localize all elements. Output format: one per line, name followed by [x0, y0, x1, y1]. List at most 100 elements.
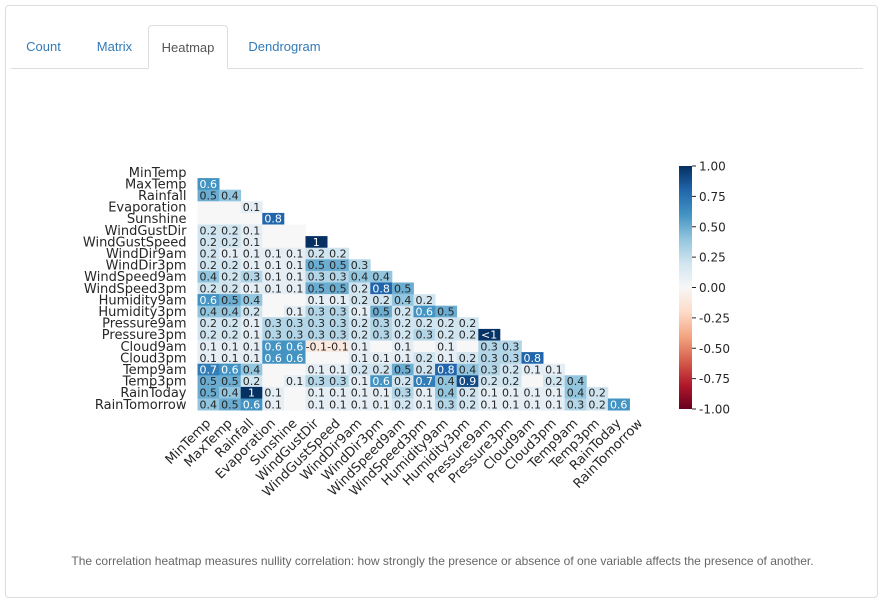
cell-value-label: 0.2: [221, 329, 239, 342]
heatmap-cell: [499, 375, 522, 388]
heatmap-cell: [499, 363, 522, 376]
cell-value-label: 0.1: [243, 201, 261, 214]
cell-value-label: 0.4: [243, 364, 261, 377]
cell-value-label: 0.2: [221, 271, 239, 284]
row-label: MinTemp: [129, 166, 187, 181]
heatmap-cell: [262, 328, 285, 341]
heatmap-cell: [262, 294, 285, 307]
heatmap-cell: [219, 236, 242, 249]
heatmap-cell: [262, 282, 285, 295]
heatmap-cell: [348, 259, 371, 272]
heatmap-cell: [197, 247, 220, 260]
cell-value-label: 0.1: [351, 340, 369, 353]
row-label: Temp9am: [122, 363, 187, 378]
heatmap-cell: [435, 375, 458, 388]
heatmap-cell: [305, 259, 328, 272]
heatmap-cell: [197, 212, 220, 225]
cell-value-label: 0.3: [308, 329, 326, 342]
heatmap-cell: [499, 386, 522, 399]
heatmap-cell: [413, 363, 436, 376]
cell-value-label: 0.2: [351, 317, 369, 330]
cell-value-label: 0.3: [329, 317, 347, 330]
heatmap-cell: [391, 363, 414, 376]
cell-value-label: 0.2: [588, 387, 606, 400]
cell-value-label: 0.2: [200, 236, 218, 249]
cell-value-label: 0.3: [286, 317, 304, 330]
heatmap-cell: [521, 386, 544, 399]
heatmap-cell: [240, 212, 263, 225]
cell-value-label: 0.1: [524, 364, 542, 377]
row-label: Temp3pm: [122, 375, 187, 390]
heatmap-cell: [283, 259, 306, 272]
heatmap-cell: [456, 398, 479, 411]
cell-value-label: 0.3: [567, 398, 585, 411]
heatmap-cell: [197, 305, 220, 318]
heatmap-cell: [435, 340, 458, 353]
heatmap-cell: [197, 189, 220, 202]
heatmap-cell: [197, 328, 220, 341]
cell-value-label: 0.5: [394, 364, 412, 377]
heatmap-cell: [391, 340, 414, 353]
cell-value-label: 0.1: [308, 398, 326, 411]
tab-matrix[interactable]: Matrix: [96, 39, 133, 54]
cell-value-label: 0.1: [286, 306, 304, 319]
heatmap-cell: [262, 270, 285, 283]
tab-count[interactable]: Count: [26, 39, 61, 54]
cell-value-label: 0.2: [372, 364, 390, 377]
cell-value-label: 0.4: [200, 271, 218, 284]
heatmap-cell: [327, 375, 350, 388]
cell-value-label: 0.3: [264, 317, 282, 330]
cell-value-label: 0.1: [243, 236, 261, 249]
cell-value-label: 0.5: [394, 282, 412, 295]
heatmap-cell: [478, 386, 501, 399]
heatmap-cell: [348, 398, 371, 411]
heatmap-cell: [219, 363, 242, 376]
cell-value-label: 0.3: [329, 306, 347, 319]
heatmap-cell: [197, 340, 220, 353]
cell-value-label: 0.4: [221, 190, 239, 203]
cell-value-label: -0.1: [306, 340, 327, 353]
cell-value-label: 0.2: [221, 317, 239, 330]
heatmap-cell: [283, 363, 306, 376]
heatmap-cell: [305, 317, 328, 330]
cell-value-label: 0.1: [329, 364, 347, 377]
cell-value-label: 0.3: [308, 375, 326, 388]
heatmap-cell: [219, 247, 242, 260]
heatmap-cell: [435, 317, 458, 330]
colorbar-tick-label: -0.75: [699, 372, 730, 386]
heatmap-cell: [327, 317, 350, 330]
heatmap-cell: [219, 259, 242, 272]
cell-value-label: 0.1: [372, 398, 390, 411]
heatmap-cell: [219, 375, 242, 388]
cell-value-label: 0.1: [394, 340, 412, 353]
tab-dendrogram[interactable]: Dendrogram: [248, 39, 321, 54]
heatmap-cell: [240, 328, 263, 341]
cell-value-label: 0.1: [286, 259, 304, 272]
heatmap-cell: [478, 352, 501, 365]
row-label: WindDir3pm: [106, 259, 187, 274]
cell-value-label: 0.6: [416, 306, 434, 319]
cell-value-label: 0.2: [437, 329, 455, 342]
cell-value-label: 0.8: [264, 213, 282, 226]
heatmap-cell: [283, 352, 306, 365]
cell-value-label: 0.2: [459, 398, 477, 411]
cell-value-label: 0.8: [372, 282, 390, 295]
heatmap-cell: [564, 386, 587, 399]
heatmap-cell: [478, 363, 501, 376]
cell-value-label: 0.3: [329, 329, 347, 342]
cell-value-label: 0.1: [286, 248, 304, 261]
tab-heatmap[interactable]: Heatmap: [148, 25, 228, 69]
cell-value-label: 0.2: [394, 375, 412, 388]
heatmap-cell: [370, 375, 393, 388]
heatmap-cell: [327, 305, 350, 318]
heatmap-panel: [5, 5, 878, 598]
heatmap-cell: [240, 375, 263, 388]
heatmap-cell: [283, 305, 306, 318]
cell-value-label: 0.1: [502, 398, 520, 411]
cell-value-label: 0.2: [416, 317, 434, 330]
cell-value-label: 0.1: [243, 224, 261, 237]
cell-value-label: 0.1: [329, 387, 347, 400]
cell-value-label: 0.1: [351, 387, 369, 400]
heatmap-cell: [262, 305, 285, 318]
cell-value-label: 0.2: [372, 294, 390, 307]
